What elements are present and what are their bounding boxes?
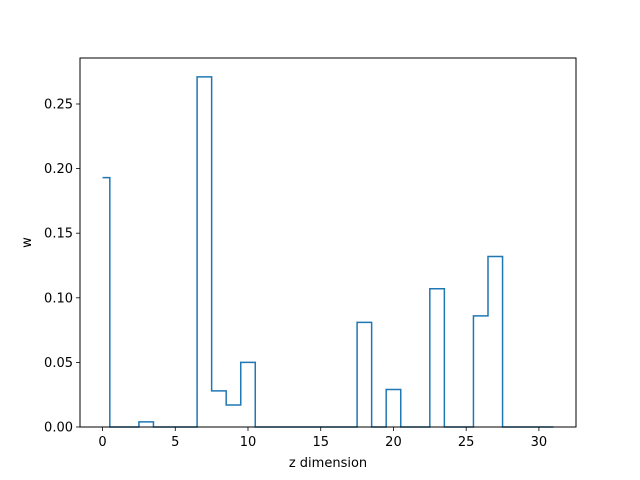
x-axis-label: z dimension xyxy=(289,456,367,471)
y-tick-label: 0.25 xyxy=(44,97,73,112)
y-tick-label: 0.10 xyxy=(44,291,73,306)
plot-frame xyxy=(79,57,577,428)
y-tick-label: 0.15 xyxy=(44,227,73,242)
y-axis-label: w xyxy=(20,237,35,248)
y-tick-label: 0.05 xyxy=(44,356,73,371)
x-tick-label: 30 xyxy=(531,435,548,450)
x-tick-label: 0 xyxy=(98,435,106,450)
y-axis-ticks: 0.00 0.05 0.10 0.15 0.20 0.25 xyxy=(44,97,80,436)
x-tick-label: 25 xyxy=(458,435,475,450)
y-tick-label: 0.00 xyxy=(44,421,73,436)
x-axis-ticks: 0 5 10 15 20 25 30 xyxy=(98,427,547,450)
x-tick-label: 5 xyxy=(171,435,179,450)
x-tick-label: 10 xyxy=(240,435,257,450)
x-tick-label: 15 xyxy=(312,435,329,450)
y-tick-label: 0.20 xyxy=(44,162,73,177)
x-tick-label: 20 xyxy=(385,435,402,450)
